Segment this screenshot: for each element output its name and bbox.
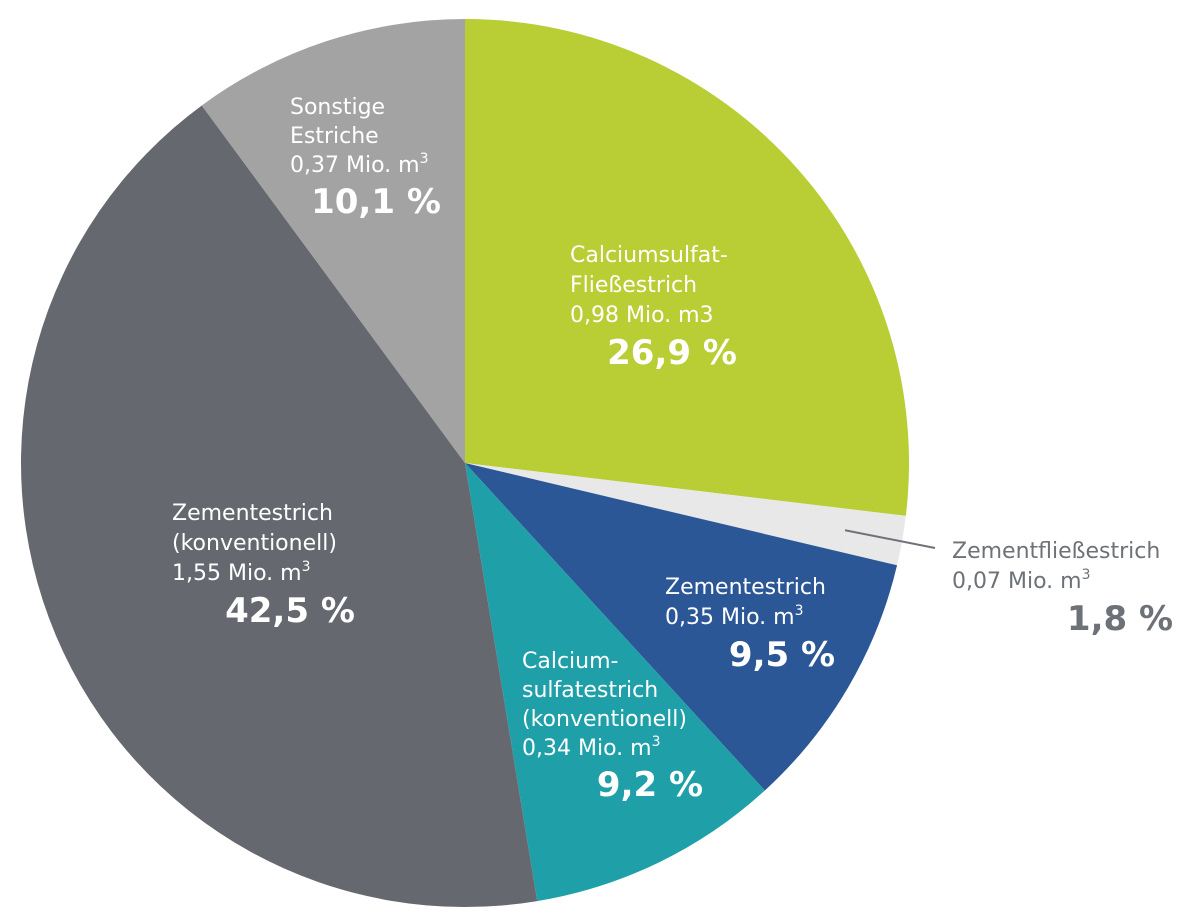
slice-1-amount: 0,07 Mio. m3 <box>952 567 1090 594</box>
pie-slice-1 <box>465 463 906 566</box>
slice-1-name-line-0: Zementfließestrich <box>952 539 1160 564</box>
slice-3-name-line-1: sulfatestrich <box>522 678 658 703</box>
slice-2-amount: 0,35 Mio. m3 <box>665 603 803 630</box>
slice-4-amount: 1,55 Mio. m3 <box>172 559 310 586</box>
slice-0-name-line-0: Calciumsulfat- <box>570 243 728 268</box>
slice-5-percent: 10,1 % <box>311 182 441 222</box>
slice-4-name-line-0: Zementestrich <box>172 501 333 526</box>
slice-0-name-line-1: Fließestrich <box>570 273 697 298</box>
slice-4-percent: 42,5 % <box>225 591 355 631</box>
pie-slice-5 <box>201 19 465 463</box>
pie-slice-2 <box>465 463 898 791</box>
pie-slice-0 <box>465 19 909 516</box>
pie-slice-4 <box>21 105 538 907</box>
slice-3-name-line-2: (konventionell) <box>522 707 687 732</box>
slice-3-name-line-0: Calcium- <box>522 649 618 674</box>
slice-2-name-line-0: Zementestrich <box>665 575 826 600</box>
slice-2-percent: 9,5 % <box>729 635 835 675</box>
slice-4-name-line-1: (konventionell) <box>172 531 337 556</box>
slice-3-amount: 0,34 Mio. m3 <box>522 734 660 761</box>
slice-5-amount: 0,37 Mio. m3 <box>290 151 428 178</box>
slice-1-percent: 1,8 % <box>1067 599 1173 639</box>
slice-1-amount-unit-sup: 3 <box>1082 567 1091 583</box>
slice-0-amount: 0,98 Mio. m3 <box>570 303 714 328</box>
slice-3-amount-unit-sup: 3 <box>652 734 661 750</box>
slice-4-amount-unit-sup: 3 <box>302 559 311 575</box>
slice-0-percent: 26,9 % <box>607 333 737 373</box>
leader-line-1 <box>844 529 936 549</box>
slice-3-percent: 9,2 % <box>597 765 703 805</box>
slice-5-name-line-0: Sonstige <box>290 95 385 120</box>
slice-2-amount-unit-sup: 3 <box>795 603 804 619</box>
pie-slice-3 <box>465 463 765 902</box>
slice-5-name-line-1: Estriche <box>290 124 379 149</box>
slice-5-amount-unit-sup: 3 <box>420 151 429 167</box>
